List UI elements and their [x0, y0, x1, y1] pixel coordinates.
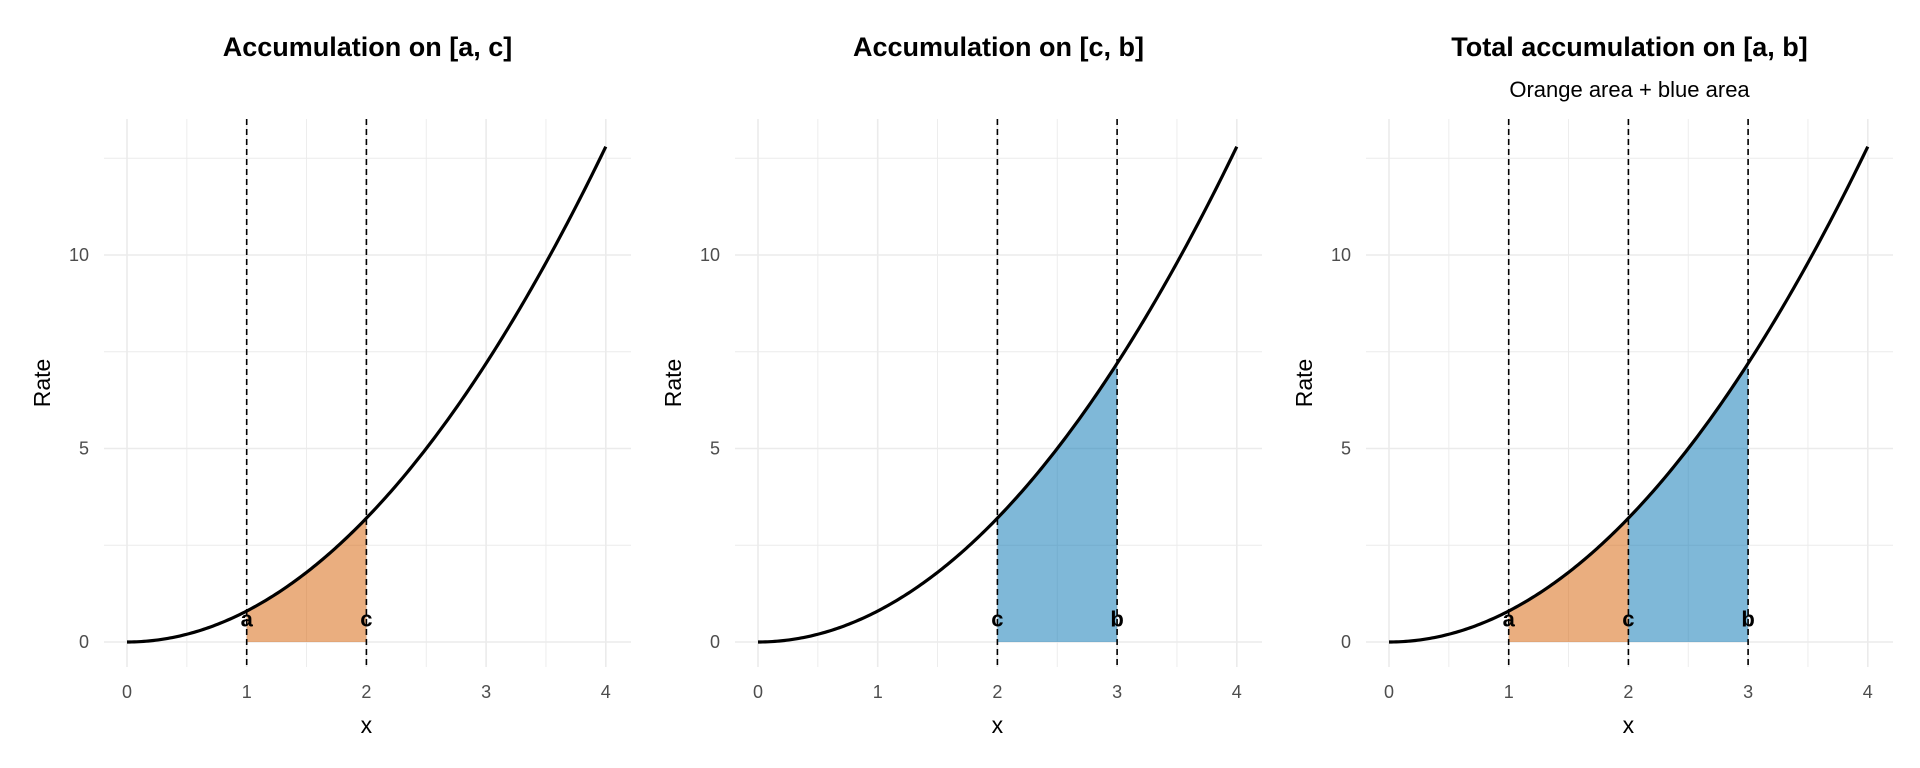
y-tick-label: 5	[79, 439, 89, 459]
x-axis-title: x	[1623, 712, 1635, 738]
panel-2: c b 0 1 2 3 4 0 5 10 Accumulation on [c, b] x Rate	[660, 32, 1262, 738]
x-axis-title: x	[361, 712, 373, 738]
rate-curve	[757, 145, 1239, 644]
chart-title: Total accumulation on [a, b]	[1451, 32, 1808, 62]
x-tick-label: 0	[1384, 682, 1394, 702]
y-axis-title: Rate	[29, 359, 55, 408]
panel-3: a c b 0 1 2 3 4 0 5 10 Total accumulation on [a, b]…	[1291, 32, 1893, 738]
vline-label-c: c	[991, 607, 1003, 632]
x-tick-label: 4	[601, 682, 611, 702]
shaded-area-2	[1628, 363, 1749, 642]
x-tick-label: 1	[1504, 682, 1514, 702]
y-tick-label: 0	[710, 632, 720, 652]
chart-subtitle: Orange area + blue area	[1509, 77, 1750, 102]
rate-curve	[126, 145, 608, 644]
x-tick-label: 3	[481, 682, 491, 702]
x-tick-label: 1	[242, 682, 252, 702]
chart-title: Accumulation on [a, c]	[223, 32, 513, 62]
vline-label-c: c	[1622, 607, 1634, 632]
vline-label-c: c	[360, 607, 372, 632]
vline-label-b: b	[1741, 607, 1754, 632]
y-tick-label: 5	[710, 439, 720, 459]
x-tick-label: 2	[1623, 682, 1633, 702]
x-tick-label: 0	[122, 682, 132, 702]
y-tick-label: 5	[1341, 439, 1351, 459]
vline-label-a: a	[241, 607, 254, 632]
chart-title: Accumulation on [c, b]	[853, 32, 1144, 62]
y-axis-title: Rate	[660, 359, 686, 408]
x-tick-label: 3	[1743, 682, 1753, 702]
y-tick-label: 10	[700, 245, 720, 265]
y-axis-title: Rate	[1291, 359, 1317, 408]
x-tick-label: 2	[992, 682, 1002, 702]
shaded-area-1	[997, 363, 1118, 642]
x-tick-label: 4	[1863, 682, 1873, 702]
y-tick-label: 0	[79, 632, 89, 652]
x-tick-label: 2	[361, 682, 371, 702]
rate-curve	[1388, 145, 1870, 644]
panel-1: a c 0 1 2 3 4 0 5 10 Accumulation on [a, c] x Rate	[29, 32, 631, 738]
x-tick-label: 3	[1112, 682, 1122, 702]
x-tick-label: 0	[753, 682, 763, 702]
y-tick-label: 10	[1331, 245, 1351, 265]
y-tick-label: 0	[1341, 632, 1351, 652]
x-tick-label: 4	[1232, 682, 1242, 702]
x-tick-label: 1	[873, 682, 883, 702]
vline-label-b: b	[1110, 607, 1123, 632]
vline-label-a: a	[1503, 607, 1516, 632]
x-axis-title: x	[992, 712, 1004, 738]
y-tick-label: 10	[69, 245, 89, 265]
